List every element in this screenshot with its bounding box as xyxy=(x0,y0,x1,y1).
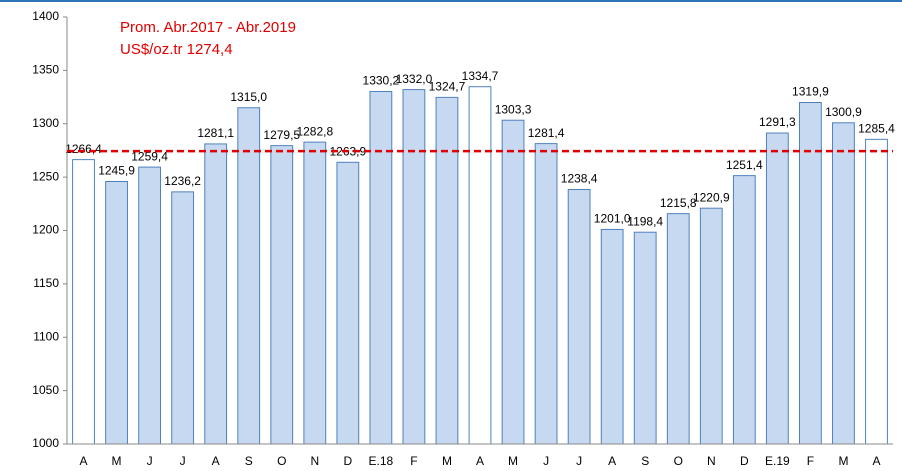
bar xyxy=(435,96,459,445)
bar xyxy=(798,102,822,445)
x-tick-label: S xyxy=(641,454,649,468)
y-tick-label: 1100 xyxy=(33,329,59,343)
data-label: 1324,7 xyxy=(429,80,466,94)
bar xyxy=(336,161,360,445)
x-tick-label: E.19 xyxy=(765,454,790,468)
x-tick-label: J xyxy=(180,454,186,468)
data-label: 1282,8 xyxy=(296,124,333,138)
x-tick-label: M xyxy=(838,454,848,468)
y-tick-label: 1350 xyxy=(32,63,59,77)
bar xyxy=(369,91,393,445)
x-tick-label: A xyxy=(608,454,616,468)
data-label: 1319,9 xyxy=(792,85,829,99)
y-tick-label: 1200 xyxy=(32,223,59,237)
data-label: 1266,4 xyxy=(65,142,102,156)
x-tick-label: S xyxy=(245,454,253,468)
data-label: 1201,0 xyxy=(594,212,631,226)
data-label: 1238,4 xyxy=(561,172,598,186)
x-tick-label: O xyxy=(277,454,286,468)
bar xyxy=(832,122,855,445)
y-tick-label: 1150 xyxy=(33,276,59,290)
y-tick-label: 1400 xyxy=(32,9,59,23)
data-label: 1300,9 xyxy=(825,105,862,119)
data-label: 1220,9 xyxy=(693,190,730,204)
data-label: 1303,3 xyxy=(495,102,532,116)
bar xyxy=(666,213,690,445)
x-tick-label: E.18 xyxy=(369,454,394,468)
data-label: 1291,3 xyxy=(759,115,796,129)
bar xyxy=(204,143,228,445)
x-tick-label: D xyxy=(344,454,353,468)
bar xyxy=(303,141,327,445)
data-label: 1315,0 xyxy=(230,90,267,104)
x-tick-label: N xyxy=(707,454,716,468)
x-tick-label: M xyxy=(508,454,518,468)
bar xyxy=(765,132,789,445)
bar xyxy=(138,166,162,445)
bar xyxy=(567,189,591,445)
bar xyxy=(501,119,525,445)
bar xyxy=(105,181,128,445)
x-tick-label: J xyxy=(543,454,549,468)
x-tick-label: F xyxy=(807,454,814,468)
data-label: 1279,5 xyxy=(263,128,300,142)
x-tick-label: M xyxy=(112,454,122,468)
data-label: 1281,1 xyxy=(197,126,234,140)
bar xyxy=(468,86,492,445)
x-tick-label: F xyxy=(410,454,417,468)
bar xyxy=(270,145,294,445)
x-tick-label: D xyxy=(740,454,749,468)
data-label: 1245,9 xyxy=(98,164,135,178)
bar xyxy=(72,159,95,445)
data-label: 1332,0 xyxy=(396,72,433,86)
bar xyxy=(534,143,558,445)
y-tick-label: 1050 xyxy=(32,383,59,397)
data-label: 1215,8 xyxy=(660,196,697,210)
bar xyxy=(732,175,756,445)
y-tick-label: 1250 xyxy=(32,169,59,183)
x-tick-label: A xyxy=(212,454,220,468)
top-border xyxy=(0,0,902,2)
data-label: 1334,7 xyxy=(462,69,499,83)
data-label: 1251,4 xyxy=(726,158,763,172)
bar xyxy=(633,231,657,445)
x-tick-label: M xyxy=(442,454,452,468)
data-label: 1330,2 xyxy=(363,74,400,88)
bar xyxy=(237,107,261,445)
bar xyxy=(171,191,195,445)
data-label: 1285,4 xyxy=(858,122,895,136)
data-label: 1198,4 xyxy=(627,214,663,228)
bar xyxy=(699,207,723,445)
x-tick-label: N xyxy=(310,454,319,468)
y-tick-label: 1000 xyxy=(32,436,59,450)
x-tick-label: J xyxy=(576,454,582,468)
x-tick-label: A xyxy=(80,454,88,468)
bar xyxy=(865,138,888,445)
annotation: Prom. Abr.2017 - Abr.2019 xyxy=(120,19,296,36)
x-tick-label: A xyxy=(476,454,484,468)
x-tick-label: J xyxy=(147,454,153,468)
x-tick-label: O xyxy=(674,454,683,468)
data-label: 1281,4 xyxy=(528,126,565,140)
bar xyxy=(402,89,426,445)
data-label: 1259,4 xyxy=(131,149,168,163)
bar xyxy=(600,228,624,445)
annotation: US$/oz.tr 1274,4 xyxy=(120,41,233,58)
x-tick-label: A xyxy=(872,454,880,468)
data-label: 1236,2 xyxy=(164,174,201,188)
y-tick-label: 1300 xyxy=(32,116,59,130)
